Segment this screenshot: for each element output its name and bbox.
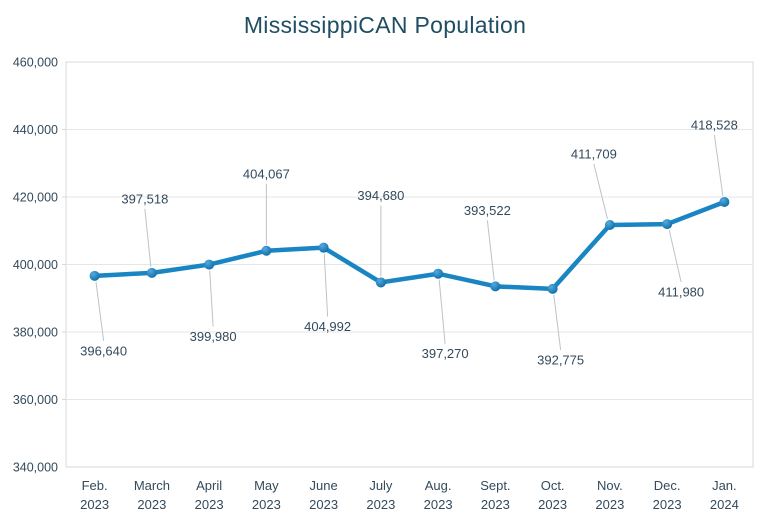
x-axis-label: Oct. 2023 [538, 478, 567, 512]
data-label: 411,709 [571, 146, 617, 161]
data-label: 392,775 [537, 352, 584, 367]
data-point-marker [547, 283, 558, 294]
y-axis-label: 380,000 [13, 326, 58, 340]
data-label-leader-line [713, 134, 724, 197]
data-point-marker [89, 270, 100, 281]
data-label: 399,980 [190, 329, 237, 344]
x-axis-label: Feb. 2023 [80, 478, 109, 512]
data-point-marker [719, 196, 730, 207]
data-point-marker [490, 281, 501, 292]
x-axis-label: Dec. 2023 [653, 478, 682, 512]
y-axis-label: 460,000 [13, 56, 58, 70]
data-point-marker [146, 267, 157, 278]
data-label-leader-line [438, 279, 446, 344]
x-axis-label: Aug. 2023 [424, 478, 453, 512]
x-axis-label: July 2023 [366, 478, 395, 512]
y-axis-label: 440,000 [13, 123, 58, 137]
y-axis-label: 360,000 [13, 393, 58, 407]
data-label-leader-line [144, 208, 152, 267]
x-axis-label: Jan. 2024 [710, 478, 739, 512]
data-label-leader-line [486, 220, 495, 281]
data-label: 397,518 [121, 191, 168, 206]
data-point-marker [375, 277, 386, 288]
data-label: 404,067 [243, 166, 290, 181]
x-axis-label: April 2023 [195, 478, 224, 512]
data-label-leader-line [668, 229, 682, 283]
data-point-marker [261, 245, 272, 256]
chart-title: MississippiCAN Population [243, 12, 527, 38]
data-label: 404,992 [304, 319, 351, 334]
data-point-marker [433, 268, 444, 279]
x-axis-label: Sept. 2023 [480, 478, 510, 512]
data-label-leader-line [209, 270, 214, 327]
x-axis-label: May 2023 [252, 478, 281, 512]
y-axis-label: 400,000 [13, 258, 58, 272]
data-point-marker [662, 219, 673, 230]
data-label: 411,980 [658, 285, 704, 300]
data-label-leader-line [323, 253, 329, 317]
x-axis-label: June 2023 [309, 478, 338, 512]
y-axis-label: 420,000 [13, 191, 58, 205]
data-label-leader-line [553, 294, 562, 350]
population-series-line [92, 199, 727, 292]
data-label-leader-line [593, 163, 608, 220]
data-label: 394,680 [357, 188, 404, 203]
x-axis-label: Nov. 2023 [595, 478, 624, 512]
data-point-marker [604, 219, 615, 230]
data-label-leader-line [95, 281, 105, 341]
x-axis-label: March 2023 [134, 478, 170, 512]
data-label: 418,528 [691, 117, 738, 132]
data-point-marker [318, 242, 329, 253]
data-label: 396,640 [80, 343, 127, 358]
y-axis-label: 340,000 [13, 461, 58, 475]
data-label: 393,522 [464, 203, 511, 218]
data-label: 397,270 [422, 346, 469, 361]
data-point-marker [204, 259, 215, 270]
